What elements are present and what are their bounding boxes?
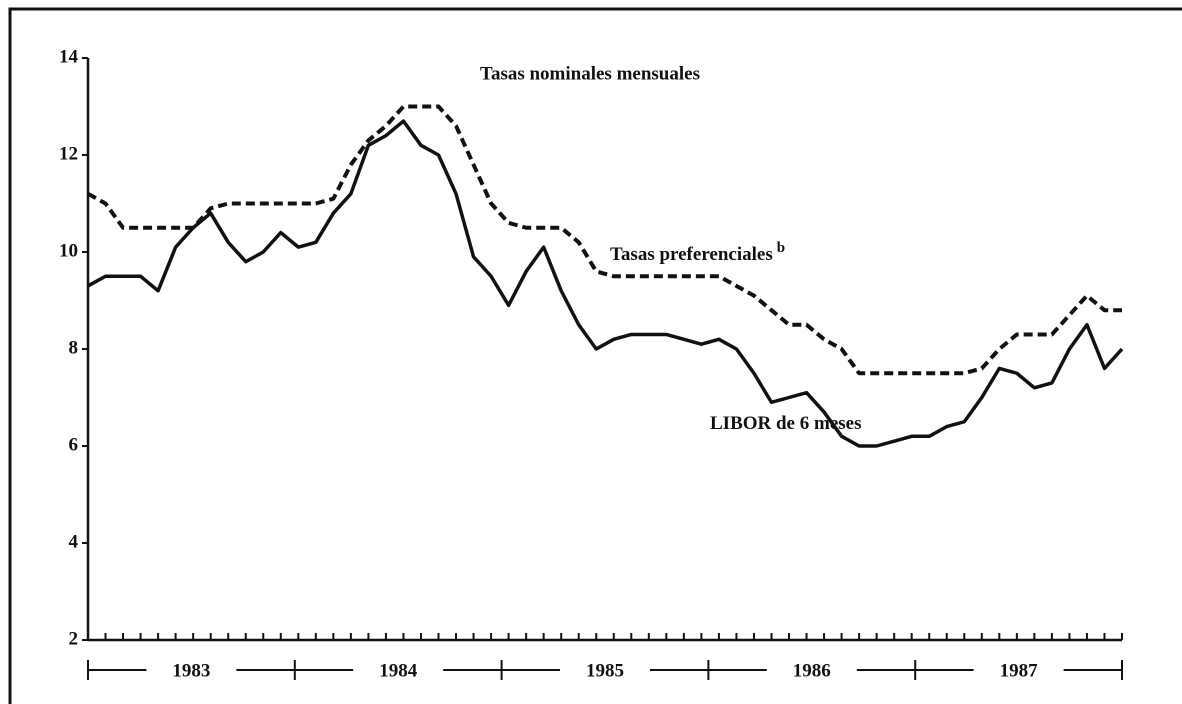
y-tick-label: 4 bbox=[69, 531, 79, 552]
group-label: 1985 bbox=[586, 660, 624, 681]
series-name: Tasas preferenciales bbox=[610, 244, 773, 265]
series-line bbox=[87, 119, 1124, 448]
series-label: Tasas preferenciales b bbox=[610, 240, 785, 265]
group-label: 1987 bbox=[1000, 660, 1039, 681]
y-tick-label: 12 bbox=[59, 143, 78, 164]
series-note: b bbox=[777, 240, 785, 256]
y-tick-label: 6 bbox=[69, 434, 79, 455]
series-name: LIBOR de 6 meses bbox=[710, 413, 861, 434]
frame bbox=[8, 7, 1182, 704]
series-label: LIBOR de 6 meses bbox=[710, 413, 861, 434]
group-label: 1983 bbox=[172, 660, 210, 681]
y-tick-label: 14 bbox=[59, 46, 79, 67]
group-label: 1984 bbox=[379, 660, 418, 681]
y-tick-label: 2 bbox=[69, 628, 79, 649]
y-tick-label: 10 bbox=[59, 240, 78, 261]
chart-title: Tasas nominales mensuales bbox=[480, 63, 700, 84]
group-label: 1986 bbox=[793, 660, 831, 681]
series-line bbox=[87, 104, 1122, 376]
y-tick-label: 8 bbox=[69, 337, 79, 358]
